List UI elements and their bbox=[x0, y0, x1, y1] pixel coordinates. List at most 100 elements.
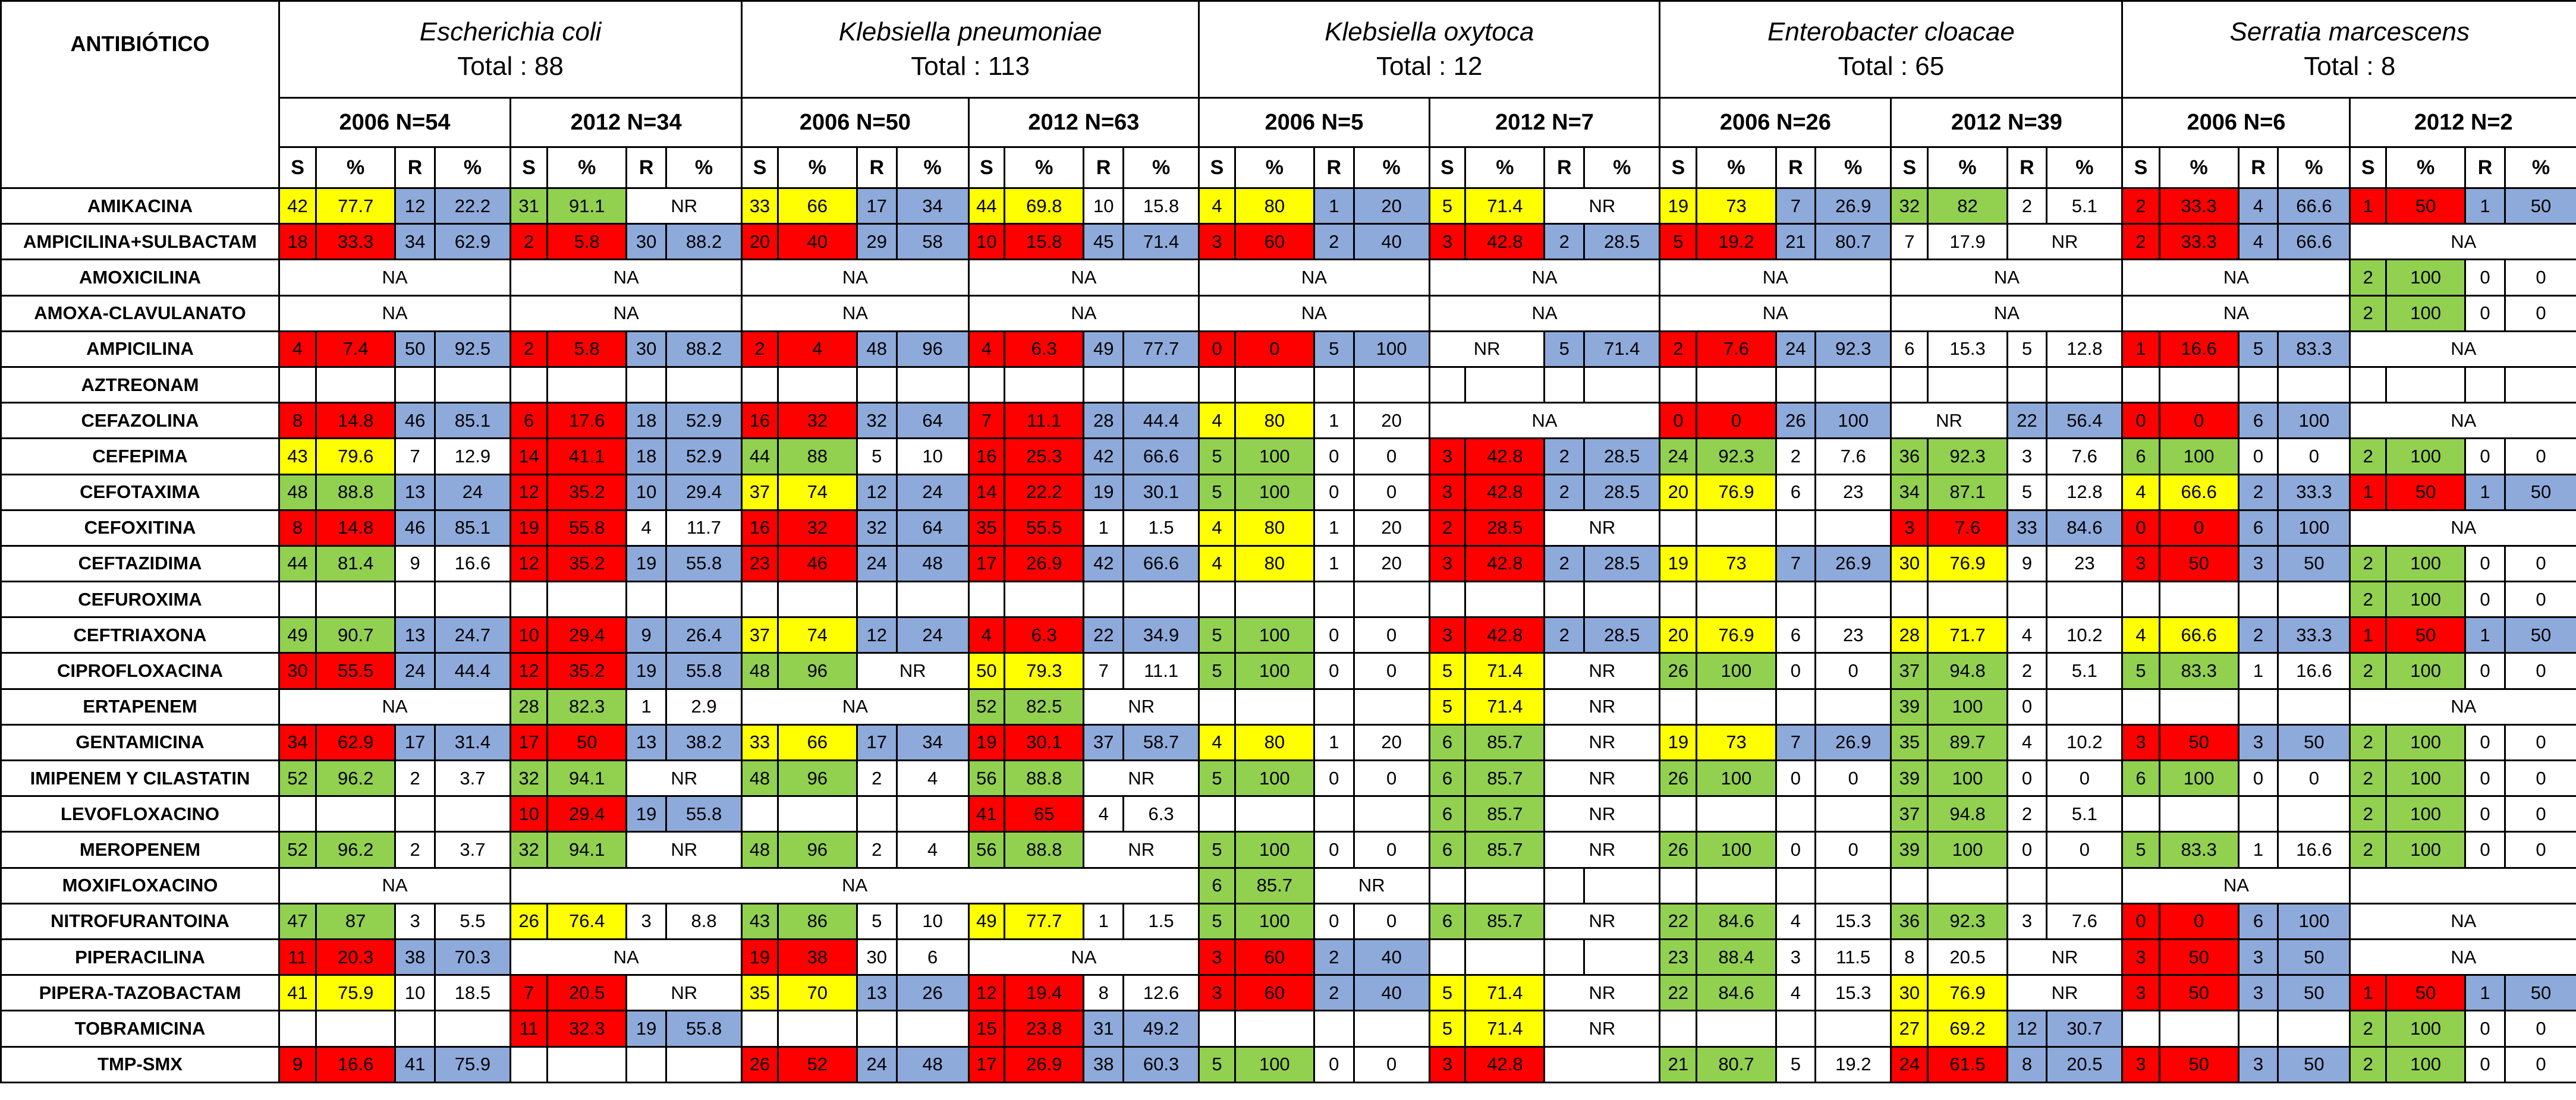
empty-cell bbox=[1353, 581, 1430, 619]
empty-cell bbox=[1775, 365, 1817, 404]
value-cell: 0 bbox=[1313, 831, 1355, 869]
value-cell: 37 bbox=[1890, 652, 1929, 690]
empty-cell bbox=[1696, 581, 1777, 619]
value-cell: 58 bbox=[895, 223, 970, 261]
value-cell: 2 bbox=[1543, 544, 1586, 583]
value-cell: 6 bbox=[2237, 509, 2279, 547]
value-cell: 24 bbox=[855, 544, 898, 583]
empty-cell bbox=[2158, 1010, 2240, 1048]
not-available-cell: NA bbox=[1198, 294, 1430, 332]
value-cell: 31 bbox=[1083, 1010, 1125, 1048]
not-available-cell: NA bbox=[278, 688, 512, 726]
sub-column-header: % bbox=[1122, 146, 1200, 189]
value-cell: 16 bbox=[741, 402, 779, 440]
empty-cell bbox=[2503, 365, 2576, 404]
antibiotic-name: AMIKACINA bbox=[0, 187, 280, 225]
organism-header: Enterobacter cloacae Total : 65 bbox=[1659, 0, 2124, 99]
value-cell: 26.9 bbox=[1004, 1045, 1085, 1083]
sub-column-header: R bbox=[1775, 146, 1817, 189]
value-cell: 77.7 bbox=[315, 187, 397, 225]
value-cell: 7 bbox=[1775, 187, 1817, 225]
empty-cell bbox=[1428, 365, 1467, 404]
not-reported-cell: NR bbox=[1543, 1010, 1661, 1048]
sub-column-header: % bbox=[1927, 146, 2008, 189]
value-cell: 74 bbox=[776, 473, 858, 511]
empty-cell bbox=[1814, 866, 1892, 904]
value-cell: 4 bbox=[2121, 473, 2160, 511]
value-cell: 2.9 bbox=[665, 688, 743, 726]
value-cell: 2 bbox=[1428, 509, 1467, 547]
not-reported-cell: NR bbox=[1543, 187, 1661, 225]
value-cell: 82 bbox=[1927, 187, 2008, 225]
value-cell: 50 bbox=[2277, 544, 2351, 583]
not-available-cell: NA bbox=[2349, 330, 2576, 368]
value-cell: 0 bbox=[2046, 831, 2124, 869]
value-cell: 50 bbox=[2277, 938, 2351, 976]
not-reported-cell: NR bbox=[2006, 223, 2124, 261]
value-cell: 60 bbox=[1234, 974, 1315, 1012]
value-cell: 96 bbox=[776, 652, 858, 690]
value-cell: 2 bbox=[855, 831, 898, 869]
empty-cell bbox=[1313, 795, 1355, 833]
not-available-cell: NA bbox=[2349, 938, 2576, 976]
not-available-cell: NA bbox=[741, 259, 970, 297]
value-cell: 0 bbox=[1313, 902, 1355, 940]
value-cell: 2 bbox=[2349, 831, 2388, 869]
table-row: ERTAPENEM NA 28 82.3 1 2.9 NA 52 82.5 NR 5 71.4 NR 39… bbox=[0, 688, 2576, 726]
value-cell: 49 bbox=[1083, 330, 1125, 368]
value-cell: 23 bbox=[1659, 938, 1698, 976]
value-cell: 2 bbox=[2006, 187, 2048, 225]
value-cell: 1 bbox=[2349, 974, 2388, 1012]
value-cell: 30 bbox=[1890, 974, 1929, 1012]
value-cell: 5 bbox=[1198, 1045, 1236, 1083]
value-cell: 24 bbox=[1890, 1045, 1929, 1083]
empty-cell bbox=[855, 581, 898, 619]
value-cell: 55.8 bbox=[665, 1010, 743, 1048]
antibiotic-name: CEFTRIAXONA bbox=[0, 616, 280, 654]
value-cell: 17 bbox=[967, 544, 1006, 583]
sub-column-header: R bbox=[2464, 146, 2506, 189]
value-cell: 0 bbox=[2046, 759, 2124, 798]
value-cell: 3 bbox=[2237, 1045, 2279, 1083]
value-cell: 64 bbox=[895, 509, 970, 547]
empty-cell bbox=[1890, 365, 1929, 404]
value-cell: 10 bbox=[967, 223, 1006, 261]
value-cell: 20 bbox=[1659, 473, 1698, 511]
not-available-cell: NA bbox=[967, 938, 1200, 976]
value-cell: 0 bbox=[2237, 759, 2279, 798]
value-cell: 75.9 bbox=[315, 974, 397, 1012]
sub-column-header: % bbox=[1464, 146, 1546, 189]
value-cell: 100 bbox=[1927, 831, 2008, 869]
empty-cell bbox=[1890, 866, 1929, 904]
year-sample-header: 2006 N=50 bbox=[741, 97, 970, 148]
value-cell bbox=[2046, 688, 2124, 726]
value-cell: 0 bbox=[1353, 473, 1430, 511]
value-cell: 35.2 bbox=[546, 544, 628, 583]
value-cell: 33.3 bbox=[2158, 187, 2240, 225]
sub-column-header: S bbox=[741, 146, 779, 189]
value-cell: 24.7 bbox=[433, 616, 512, 654]
value-cell: 50 bbox=[2503, 473, 2576, 511]
value-cell: 71.4 bbox=[1464, 974, 1546, 1012]
empty-cell bbox=[741, 1010, 779, 1048]
value-cell: 39 bbox=[1890, 759, 1929, 798]
value-cell: 6 bbox=[1198, 866, 1236, 904]
value-cell: 46 bbox=[394, 509, 436, 547]
empty-cell bbox=[1543, 365, 1586, 404]
empty-cell bbox=[1198, 1010, 1236, 1048]
value-cell: 20.3 bbox=[315, 938, 397, 976]
sub-column-header: R bbox=[625, 146, 667, 189]
value-cell: 26.9 bbox=[1814, 187, 1892, 225]
empty-cell bbox=[1313, 365, 1355, 404]
value-cell: 79.3 bbox=[1004, 652, 1085, 690]
value-cell: 1 bbox=[2349, 616, 2388, 654]
value-cell: 6 bbox=[2237, 402, 2279, 440]
value-cell: 33 bbox=[2006, 509, 2048, 547]
value-cell: 28 bbox=[1890, 616, 1929, 654]
year-sample-header: 2006 N=6 bbox=[2121, 97, 2351, 148]
empty-cell bbox=[967, 581, 1006, 619]
value-cell: 6 bbox=[1428, 831, 1467, 869]
value-cell: 7 bbox=[509, 974, 549, 1012]
table-row: IMIPENEM Y CILASTATIN 52 96.2 2 3.7 32 94.1 NR 4… bbox=[0, 759, 2576, 798]
value-cell: 91.1 bbox=[546, 187, 628, 225]
